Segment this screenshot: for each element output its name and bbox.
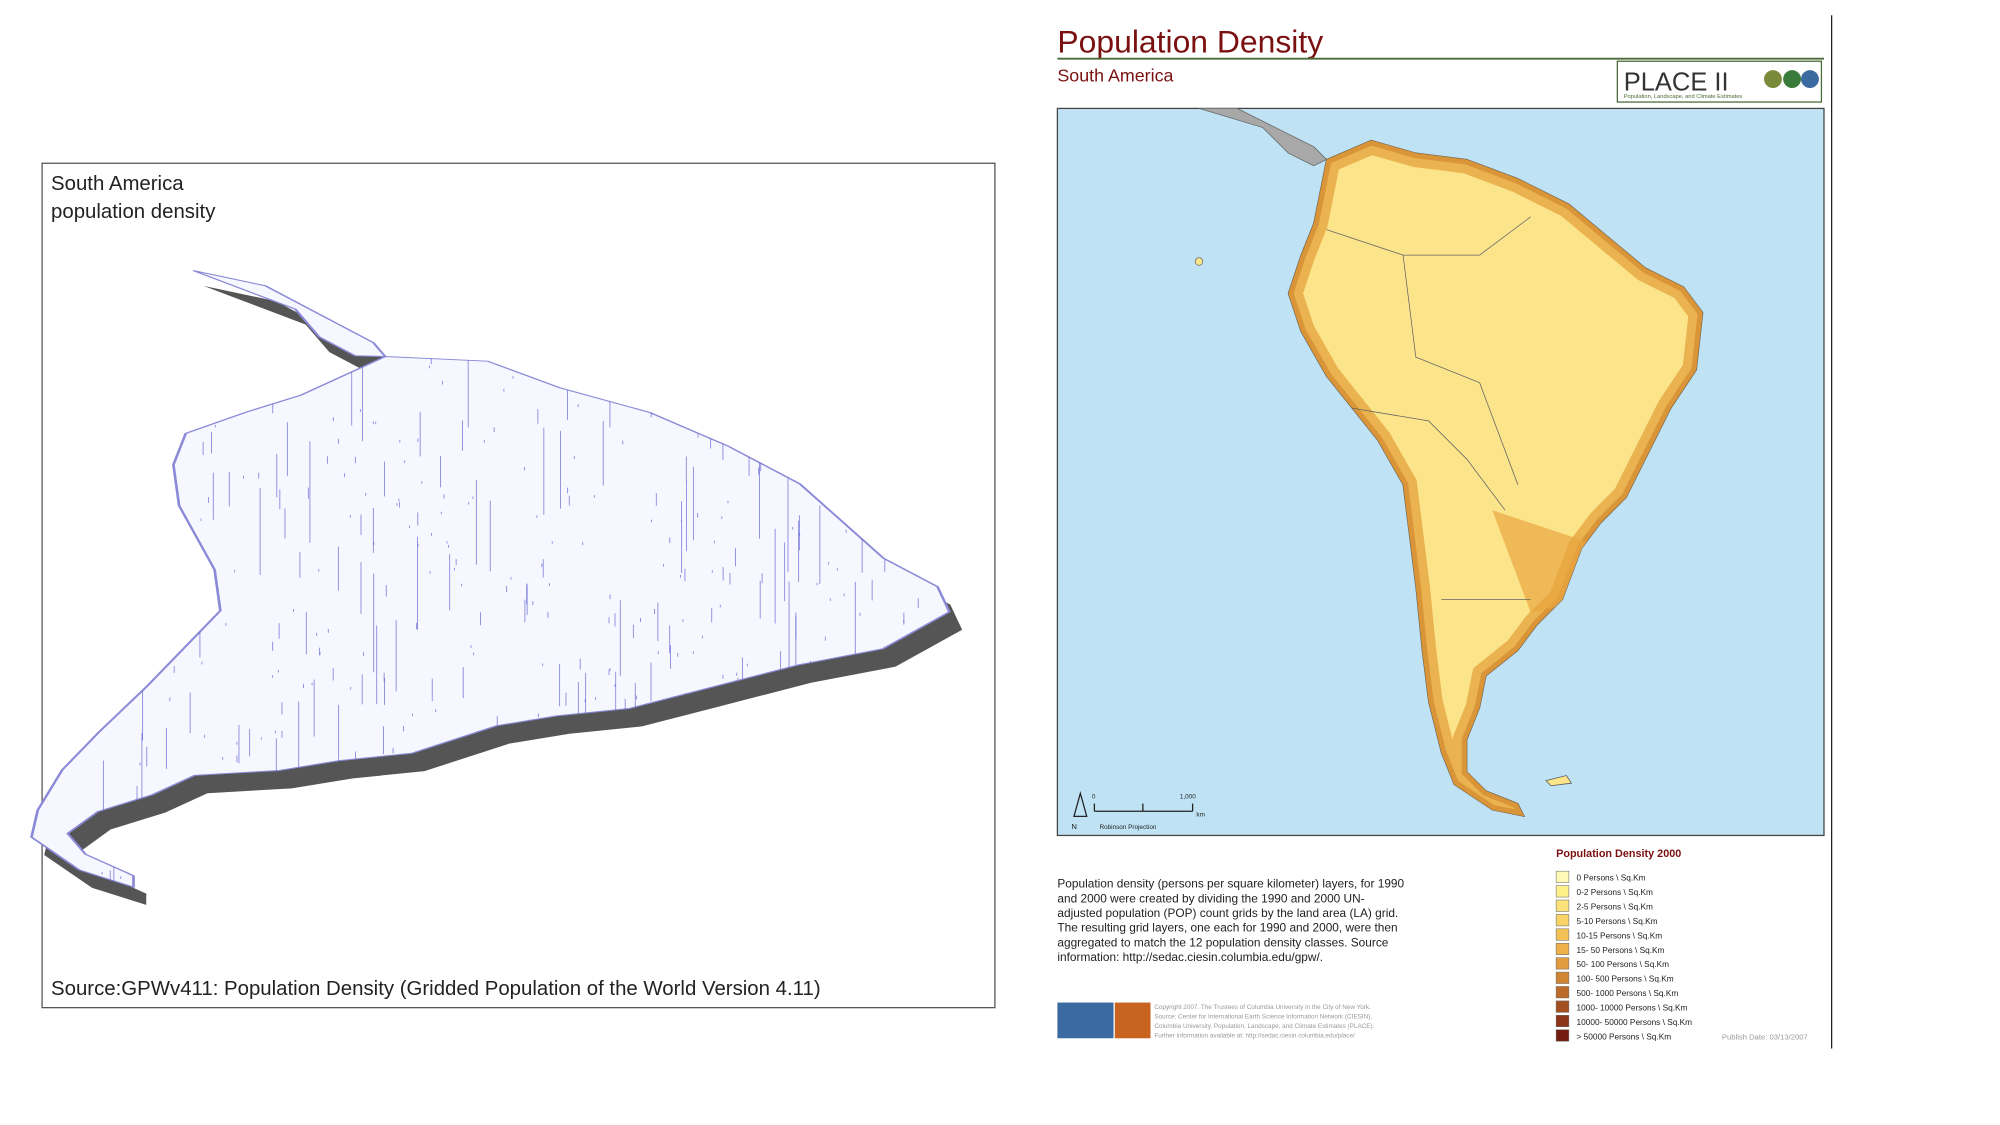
right-title: Population Density [1057,23,1323,59]
legend-swatch [1555,971,1570,984]
legend-label: 0-2 Persons \ Sq.Km [1577,887,1654,897]
legend-swatch [1555,1029,1570,1042]
legend-label: 50- 100 Persons \ Sq.Km [1577,959,1670,969]
legend-label: 0 Persons \ Sq.Km [1577,873,1646,883]
legend-swatch [1555,870,1570,883]
description-line: Population density (persons per square k… [1057,877,1404,891]
legend-swatch [1555,914,1570,927]
copyright-line: Columbia University. Population, Landsca… [1154,1023,1374,1030]
scale-start: 0 [1092,793,1096,800]
legend-swatch [1555,899,1570,912]
legend-label: 100- 500 Persons \ Sq.Km [1577,974,1674,984]
projection: Robinson Projection [1099,824,1156,831]
legend-label: 10000- 50000 Persons \ Sq.Km [1577,1017,1693,1027]
description-line: aggregated to match the 12 population de… [1057,935,1388,949]
scale-end: 1,000 [1180,793,1196,800]
right-subtitle: South America [1057,66,1173,86]
copyright-line: Further information available at: http:/… [1154,1033,1355,1040]
legend-label: 2-5 Persons \ Sq.Km [1577,902,1654,912]
description-line: adjusted population (POP) count grids by… [1057,906,1398,920]
legend-swatch [1555,1015,1570,1028]
copyright-line: Copyright 2007. The Trustees of Columbia… [1154,1004,1371,1011]
logo-icon [1783,70,1802,89]
copyright-line: Source: Center for International Earth S… [1154,1013,1372,1020]
description-line: information: http://sedac.ciesin.columbi… [1057,950,1323,964]
legend-label: > 50000 Persons \ Sq.Km [1577,1031,1672,1041]
legend-label: 5-10 Persons \ Sq.Km [1577,916,1658,926]
legend-swatch [1555,928,1570,941]
scale-unit: km [1196,811,1204,818]
legend-label: 1000- 10000 Persons \ Sq.Km [1577,1002,1688,1012]
legend-swatch [1555,885,1570,898]
legend-label: 10-15 Persons \ Sq.Km [1577,930,1663,940]
description-line: The resulting grid layers, one each for … [1057,921,1397,935]
legend-label: 500- 1000 Persons \ Sq.Km [1577,988,1679,998]
logo-icon [1801,70,1819,89]
logo-icon [1764,70,1782,89]
legend-swatch [1555,957,1570,970]
logo-tagline: Population, Landscape, and Climate Estim… [1624,94,1743,100]
north-label: N [1071,822,1077,831]
publish-date: Publish Date: 03/13/2007 [1722,1033,1808,1042]
left-source: Source:GPWv411: Population Density (Grid… [51,978,821,1000]
legend-label: 15- 50 Persons \ Sq.Km [1577,945,1665,955]
ciesin-logo [1057,1002,1114,1039]
legend-swatch [1555,1000,1570,1013]
legend-swatch [1555,986,1570,999]
legend-swatch [1555,942,1570,955]
description-line: and 2000 were created by dividing the 19… [1057,891,1364,905]
place-logo [1114,1002,1151,1039]
logo-name: PLACE II [1624,69,1729,97]
left-title: South America [51,173,184,195]
left-title: population density [51,201,216,223]
scale-bar [1073,790,1194,817]
legend-title: Population Density 2000 [1556,848,1681,860]
